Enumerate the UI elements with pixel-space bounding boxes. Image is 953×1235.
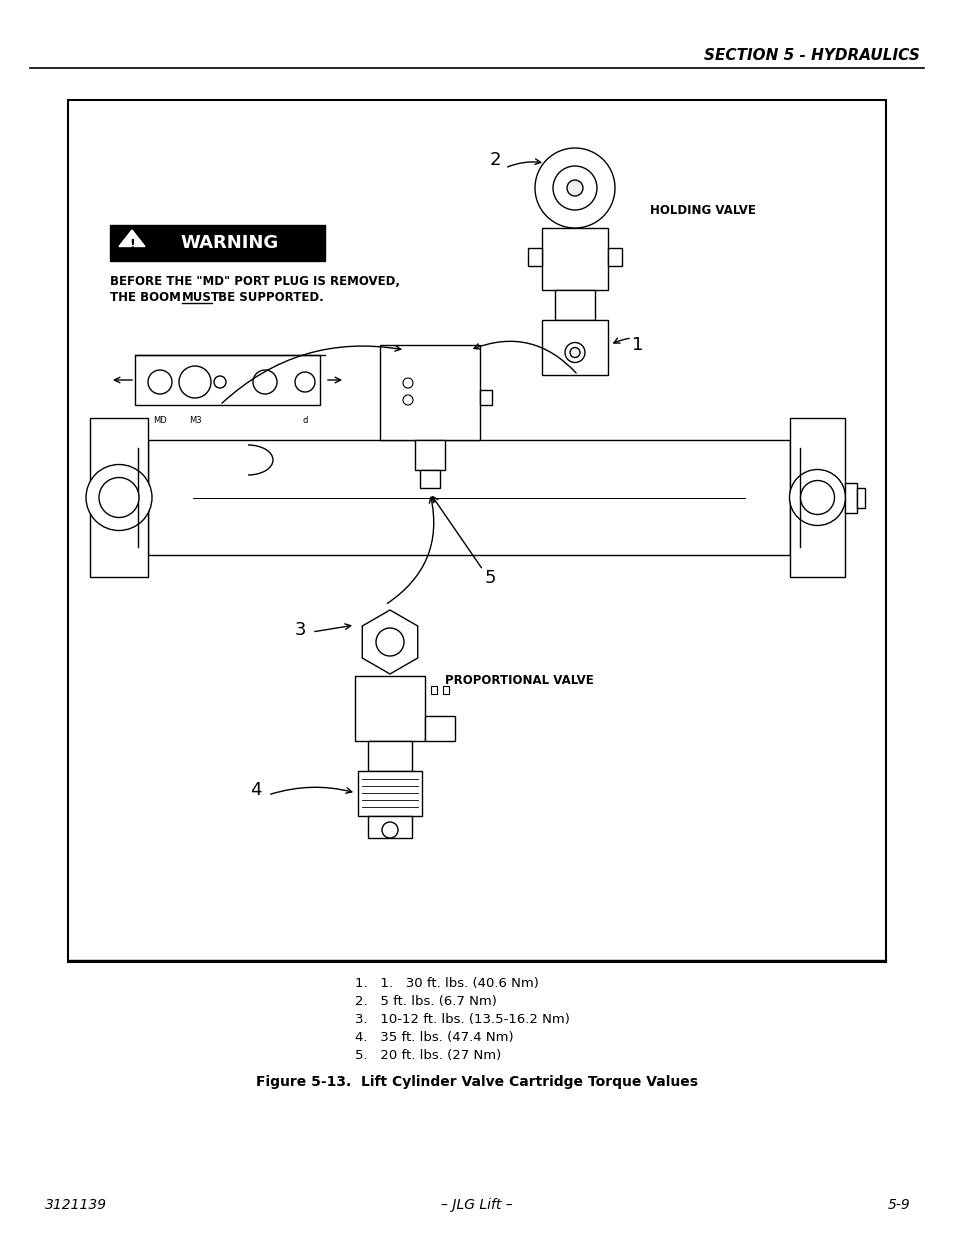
Text: BEFORE THE "MD" PORT PLUG IS REMOVED,: BEFORE THE "MD" PORT PLUG IS REMOVED, xyxy=(110,274,399,288)
Text: MD: MD xyxy=(153,415,167,425)
Circle shape xyxy=(564,342,584,363)
Bar xyxy=(555,290,595,320)
Circle shape xyxy=(375,629,403,656)
Bar xyxy=(135,354,319,405)
Polygon shape xyxy=(119,230,145,247)
Circle shape xyxy=(566,180,582,196)
Circle shape xyxy=(553,165,597,210)
Text: 5.   20 ft. lbs. (27 Nm): 5. 20 ft. lbs. (27 Nm) xyxy=(355,1050,500,1062)
Bar xyxy=(368,741,412,771)
Circle shape xyxy=(148,370,172,394)
Text: Figure 5-13.  Lift Cylinder Valve Cartridge Torque Values: Figure 5-13. Lift Cylinder Valve Cartrid… xyxy=(255,1074,698,1089)
Polygon shape xyxy=(362,610,417,674)
Bar xyxy=(68,100,885,962)
Circle shape xyxy=(381,823,397,839)
Text: 4: 4 xyxy=(250,781,261,799)
Text: MUST: MUST xyxy=(182,290,220,304)
Bar xyxy=(442,685,449,694)
Bar xyxy=(424,716,455,741)
Bar xyxy=(541,228,607,290)
Text: 5: 5 xyxy=(484,569,496,587)
Bar xyxy=(431,685,436,694)
Bar xyxy=(379,345,479,440)
Bar xyxy=(357,771,421,816)
Bar xyxy=(607,248,621,266)
Text: 3.   10-12 ft. lbs. (13.5-16.2 Nm): 3. 10-12 ft. lbs. (13.5-16.2 Nm) xyxy=(355,1014,569,1026)
Text: 1.   1.   30 ft. lbs. (40.6 Nm): 1. 1. 30 ft. lbs. (40.6 Nm) xyxy=(355,977,538,990)
Bar xyxy=(527,248,541,266)
Circle shape xyxy=(294,372,314,391)
Bar xyxy=(368,816,412,839)
Text: !: ! xyxy=(129,237,134,251)
Text: 2.   5 ft. lbs. (6.7 Nm): 2. 5 ft. lbs. (6.7 Nm) xyxy=(355,995,497,1009)
Circle shape xyxy=(179,366,211,398)
Text: WARNING: WARNING xyxy=(180,233,278,252)
Bar xyxy=(479,390,492,405)
Bar xyxy=(419,471,439,488)
Circle shape xyxy=(800,480,834,515)
Text: 5-9: 5-9 xyxy=(886,1198,909,1212)
Text: – JLG Lift –: – JLG Lift – xyxy=(440,1198,513,1212)
Text: SECTION 5 - HYDRAULICS: SECTION 5 - HYDRAULICS xyxy=(703,47,919,63)
Circle shape xyxy=(402,378,413,388)
Text: 4.   35 ft. lbs. (47.4 Nm): 4. 35 ft. lbs. (47.4 Nm) xyxy=(355,1031,513,1045)
Circle shape xyxy=(213,375,226,388)
Bar xyxy=(110,225,325,261)
Bar xyxy=(789,417,844,577)
Text: 2: 2 xyxy=(489,151,500,169)
Text: HOLDING VALVE: HOLDING VALVE xyxy=(649,204,755,216)
Circle shape xyxy=(789,469,844,526)
Bar xyxy=(415,440,444,471)
Circle shape xyxy=(86,464,152,531)
Text: BE SUPPORTED.: BE SUPPORTED. xyxy=(213,290,323,304)
Bar xyxy=(355,676,424,741)
Bar xyxy=(541,320,607,375)
Text: M3: M3 xyxy=(189,415,201,425)
Text: THE BOOM: THE BOOM xyxy=(110,290,185,304)
Bar xyxy=(90,417,148,577)
Text: d: d xyxy=(302,415,308,425)
Circle shape xyxy=(99,478,139,517)
Text: 3: 3 xyxy=(294,621,305,638)
Bar xyxy=(856,488,864,508)
Circle shape xyxy=(253,370,276,394)
Bar xyxy=(148,440,789,555)
Bar xyxy=(844,483,856,513)
Text: 3121139: 3121139 xyxy=(45,1198,107,1212)
Text: 1: 1 xyxy=(632,336,643,354)
Circle shape xyxy=(402,395,413,405)
Circle shape xyxy=(535,148,615,228)
Circle shape xyxy=(569,347,579,357)
Text: PROPORTIONAL VALVE: PROPORTIONAL VALVE xyxy=(444,673,593,687)
